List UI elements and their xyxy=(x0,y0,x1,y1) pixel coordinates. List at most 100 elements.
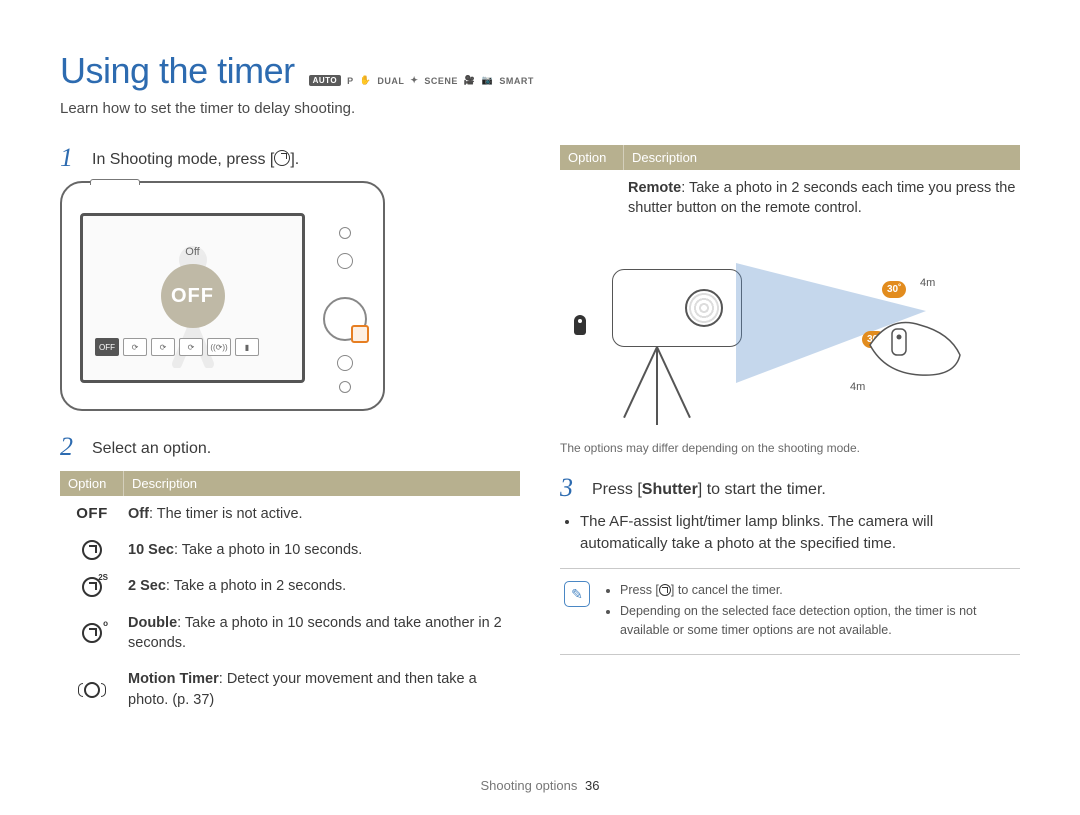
step-3-text-a: Press [ xyxy=(592,481,642,498)
desc-remote: Remote: Take a photo in 2 seconds each t… xyxy=(624,170,1020,227)
distance-4m-top: 4m xyxy=(920,277,935,289)
step-3-number: 3 xyxy=(560,475,580,501)
badge-p: P xyxy=(347,76,354,86)
step-2-text: Select an option. xyxy=(92,434,211,460)
note-icon: ✎ xyxy=(564,581,590,607)
options-table-left: Option Description OFF Off: The timer is… xyxy=(60,471,520,718)
subtitle: Learn how to set the timer to delay shoo… xyxy=(60,100,1020,117)
content-columns: 1 In Shooting mode, press []. Off xyxy=(60,145,1020,718)
mini-opt-motion: ((⟳)) xyxy=(207,338,231,356)
hand-holding-remote xyxy=(860,305,970,385)
icon-off-cell: OFF xyxy=(60,496,124,532)
badge-dual: DUAL xyxy=(377,76,404,86)
step-1-text: In Shooting mode, press []. xyxy=(92,145,299,171)
highlighted-timer-button xyxy=(351,325,369,343)
options-table-right: Option Description Remote: Take a photo … xyxy=(560,145,1020,227)
rest-2s: : Take a photo in 2 seconds. xyxy=(166,578,346,594)
table-header: Option Description xyxy=(60,471,520,496)
camera-icon: 📷 xyxy=(482,75,494,86)
off-circle: OFF xyxy=(161,264,225,328)
th-description: Description xyxy=(124,471,520,496)
th-option: Option xyxy=(60,471,124,496)
icon-2s-cell xyxy=(60,568,124,604)
bold-double: Double xyxy=(128,615,177,631)
screen-off-label: Off xyxy=(185,246,199,258)
step-3-text: Press [Shutter] to start the timer. xyxy=(592,475,826,501)
footnote-modes: The options may differ depending on the … xyxy=(560,441,1020,455)
note-2: Depending on the selected face detection… xyxy=(620,602,1014,640)
page-title: Using the timer xyxy=(60,50,295,92)
video-icon: 🎥 xyxy=(464,75,476,86)
bold-motion: Motion Timer xyxy=(128,671,219,687)
mini-opt-off: OFF xyxy=(95,338,119,356)
bold-off: Off xyxy=(128,506,149,522)
cam-button-4 xyxy=(339,381,351,393)
badge-auto: AUTO xyxy=(309,75,342,86)
remote-illustration: 30˚ 30˚ 4m 5m 4m xyxy=(560,235,980,435)
remote-control-icon xyxy=(574,315,586,335)
shutter-label: Shutter xyxy=(642,481,698,498)
sparkle-icon: ✦ xyxy=(410,75,418,86)
camera-body: Off OFF OFF ⟳ ⟳ ⟳ ((⟳)) ▮ xyxy=(60,181,385,411)
table-header-right: Option Description xyxy=(560,145,1020,170)
row-10sec: 10 Sec: Take a photo in 10 seconds. xyxy=(60,532,520,568)
desc-10s: 10 Sec: Take a photo in 10 seconds. xyxy=(124,532,520,568)
step-3: 3 Press [Shutter] to start the timer. xyxy=(560,475,1020,501)
rest-remote: : Take a photo in 2 seconds each time yo… xyxy=(628,180,1015,216)
desc-double: Double: Take a photo in 10 seconds and t… xyxy=(124,605,520,662)
note-1: Press [] to cancel the timer. xyxy=(620,581,1014,600)
right-column: Option Description Remote: Take a photo … xyxy=(560,145,1020,718)
step-2: 2 Select an option. xyxy=(60,434,520,460)
mini-opt-double: ⟳ xyxy=(179,338,203,356)
manual-page: Using the timer AUTO P ✋ DUAL ✦ SCENE 🎥 … xyxy=(0,0,1080,748)
title-row: Using the timer AUTO P ✋ DUAL ✦ SCENE 🎥 … xyxy=(60,50,1020,92)
note-1a: Press [ xyxy=(620,583,659,597)
step-2-number: 2 xyxy=(60,434,80,460)
badge-smart: SMART xyxy=(499,76,534,86)
step-1-number: 1 xyxy=(60,145,80,171)
hand-icon: ✋ xyxy=(360,75,372,86)
desc-off: Off: The timer is not active. xyxy=(124,496,520,532)
step-1-text-b: ]. xyxy=(290,151,299,168)
icon-10s-cell xyxy=(60,532,124,568)
note-box: ✎ Press [] to cancel the timer. Dependin… xyxy=(560,568,1020,654)
note-list: Press [] to cancel the timer. Depending … xyxy=(604,581,1014,641)
bold-10s: 10 Sec xyxy=(128,542,174,558)
camera-top xyxy=(90,179,140,185)
page-number: 36 xyxy=(585,778,599,793)
bold-2s: 2 Sec xyxy=(128,578,166,594)
row-off: OFF Off: The timer is not active. xyxy=(60,496,520,532)
step-3-text-b: ] to start the timer. xyxy=(698,481,826,498)
remote-icon-cell xyxy=(560,170,624,227)
step-1: 1 In Shooting mode, press []. xyxy=(60,145,520,171)
mini-opt-remote: ▮ xyxy=(235,338,259,356)
row-double: Double: Take a photo in 10 seconds and t… xyxy=(60,605,520,662)
camera-screen: Off OFF OFF ⟳ ⟳ ⟳ ((⟳)) ▮ xyxy=(80,213,305,383)
mode-badges: AUTO P ✋ DUAL ✦ SCENE 🎥 📷 SMART xyxy=(309,75,534,86)
off-circle-text: OFF xyxy=(171,285,214,308)
timer-10-icon xyxy=(82,540,102,560)
motion-timer-icon xyxy=(79,680,105,700)
icon-motion-cell xyxy=(60,661,124,718)
desc-2s: 2 Sec: Take a photo in 2 seconds. xyxy=(124,568,520,604)
rest-off: : The timer is not active. xyxy=(149,506,303,522)
th-option-r: Option xyxy=(560,145,624,170)
bold-remote: Remote xyxy=(628,180,681,196)
row-2sec: 2 Sec: Take a photo in 2 seconds. xyxy=(60,568,520,604)
timer-icon-small xyxy=(659,584,671,596)
timer-double-icon xyxy=(82,623,102,643)
page-footer: Shooting options 36 xyxy=(0,778,1080,793)
th-description-r: Description xyxy=(624,145,1020,170)
timer-2-icon xyxy=(82,577,102,597)
bullet-af: The AF-assist light/timer lamp blinks. T… xyxy=(580,511,1020,555)
step-3-bullets: The AF-assist light/timer lamp blinks. T… xyxy=(580,511,1020,555)
step-1-text-a: In Shooting mode, press [ xyxy=(92,151,274,168)
rest-10s: : Take a photo in 10 seconds. xyxy=(174,542,362,558)
row-motion: Motion Timer: Detect your movement and t… xyxy=(60,661,520,718)
mini-opt-2s: ⟳ xyxy=(151,338,175,356)
badge-scene: SCENE xyxy=(424,76,458,86)
cam-button-3 xyxy=(337,355,353,371)
mini-opt-10s: ⟳ xyxy=(123,338,147,356)
footer-section: Shooting options xyxy=(481,778,578,793)
desc-motion: Motion Timer: Detect your movement and t… xyxy=(124,661,520,718)
